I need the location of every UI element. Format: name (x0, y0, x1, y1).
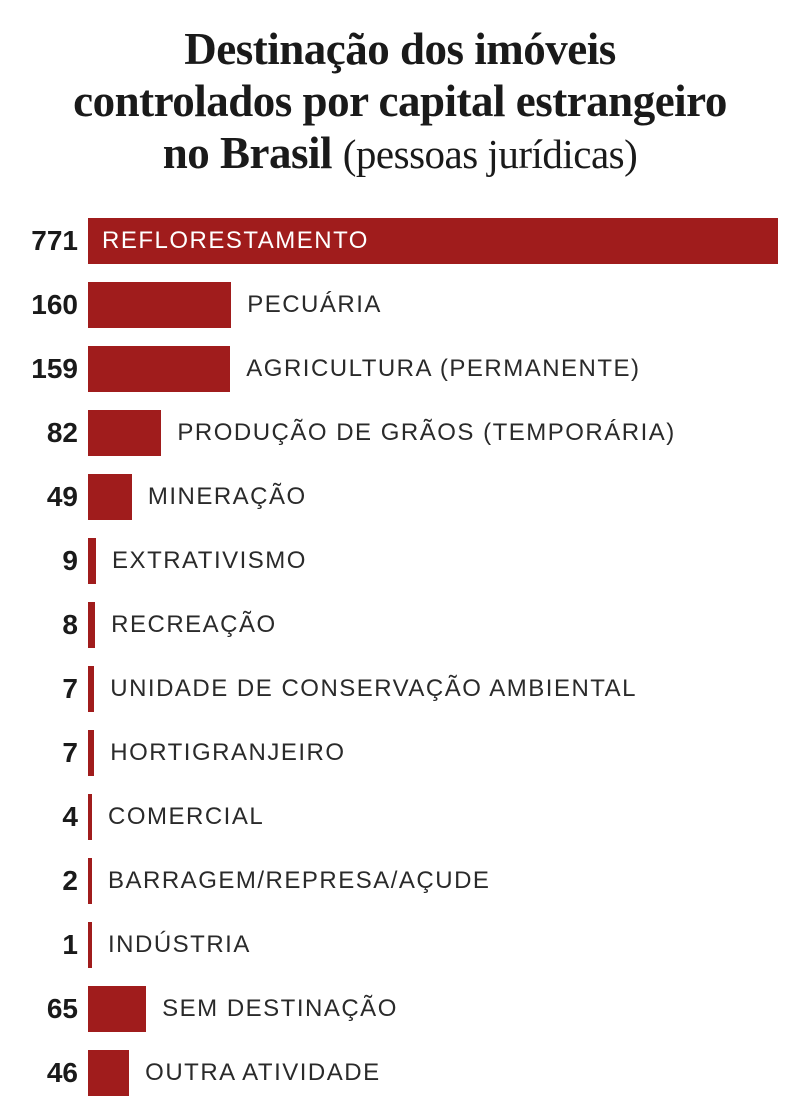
title-line3-paren: (pessoas jurídicas) (343, 131, 638, 177)
bar-row: 49 MINERAÇÃO (18, 465, 782, 529)
bar-value: 4 (18, 801, 88, 833)
bar (88, 538, 96, 584)
bar-label: OUTRA ATIVIDADE (145, 1059, 380, 1087)
bar-row: 7 UNIDADE DE CONSERVAÇÃO AMBIENTAL (18, 657, 782, 721)
bar-value: 8 (18, 609, 88, 641)
bar-value: 49 (18, 481, 88, 513)
bar-label: INDÚSTRIA (108, 931, 251, 959)
bar (88, 410, 161, 456)
bar-chart: 771REFLORESTAMENTO160PECUÁRIA159AGRICULT… (18, 209, 782, 1105)
bar-row: 2 BARRAGEM/REPRESA/AÇUDE (18, 849, 782, 913)
bar (88, 986, 146, 1032)
bar-value: 9 (18, 545, 88, 577)
bar-area: MINERAÇÃO (88, 474, 782, 520)
title-line3: no Brasil (pessoas jurídicas) (38, 128, 762, 180)
bar-area: PRODUÇÃO DE GRÃOS (TEMPORÁRIA) (88, 410, 782, 456)
bar-area: OUTRA ATIVIDADE (88, 1050, 782, 1096)
bar-area: RECREAÇÃO (88, 602, 782, 648)
bar (88, 858, 92, 904)
bar-row: 65 SEM DESTINAÇÃO (18, 977, 782, 1041)
bar-row: 82 PRODUÇÃO DE GRÃOS (TEMPORÁRIA) (18, 401, 782, 465)
bar-label: SEM DESTINAÇÃO (162, 995, 398, 1023)
chart-title: Destinação dos imóveis controlados por c… (18, 24, 782, 179)
bar-label: AGRICULTURA (PERMANENTE) (246, 355, 640, 383)
bar-area: INDÚSTRIA (88, 922, 782, 968)
bar-label: PRODUÇÃO DE GRÃOS (TEMPORÁRIA) (177, 419, 675, 447)
bar (88, 602, 95, 648)
bar-row: 4 COMERCIAL (18, 785, 782, 849)
bar-area: PECUÁRIA (88, 282, 782, 328)
bar-row: 8 RECREAÇÃO (18, 593, 782, 657)
bar-label: RECREAÇÃO (111, 611, 277, 639)
bar-value: 1 (18, 929, 88, 961)
bar-area: COMERCIAL (88, 794, 782, 840)
title-line3-bold: no Brasil (163, 128, 332, 178)
bar-label: PECUÁRIA (247, 291, 382, 319)
bar-area: SEM DESTINAÇÃO (88, 986, 782, 1032)
bar-label: BARRAGEM/REPRESA/AÇUDE (108, 867, 490, 895)
bar-label: MINERAÇÃO (148, 483, 307, 511)
bar-row: 7 HORTIGRANJEIRO (18, 721, 782, 785)
bar-row: 160 PECUÁRIA (18, 273, 782, 337)
bar-row: 9 EXTRATIVISMO (18, 529, 782, 593)
bar-area: UNIDADE DE CONSERVAÇÃO AMBIENTAL (88, 666, 782, 712)
bar-row: 46 OUTRA ATIVIDADE (18, 1041, 782, 1105)
bar-row: 771 REFLORESTAMENTO (18, 209, 782, 273)
bar-area: REFLORESTAMENTO (88, 218, 782, 264)
bar-area: EXTRATIVISMO (88, 538, 782, 584)
bar-area: HORTIGRANJEIRO (88, 730, 782, 776)
bar-area: AGRICULTURA (PERMANENTE) (88, 346, 782, 392)
bar (88, 794, 92, 840)
bar-label: COMERCIAL (108, 803, 264, 831)
title-line1: Destinação dos imóveis (38, 24, 762, 76)
bar-value: 82 (18, 417, 88, 449)
bar-area: BARRAGEM/REPRESA/AÇUDE (88, 858, 782, 904)
bar (88, 666, 94, 712)
bar-label: REFLORESTAMENTO (102, 227, 369, 255)
bar (88, 1050, 129, 1096)
bar-row: 159 AGRICULTURA (PERMANENTE) (18, 337, 782, 401)
bar-label: HORTIGRANJEIRO (110, 739, 345, 767)
bar-value: 65 (18, 993, 88, 1025)
bar-value: 159 (18, 353, 88, 385)
bar (88, 474, 132, 520)
bar-row: 1 INDÚSTRIA (18, 913, 782, 977)
bar-value: 7 (18, 673, 88, 705)
bar-label: EXTRATIVISMO (112, 547, 307, 575)
bar (88, 346, 230, 392)
bar (88, 922, 92, 968)
bar-label: UNIDADE DE CONSERVAÇÃO AMBIENTAL (110, 675, 637, 703)
bar-value: 771 (18, 225, 88, 257)
title-line2: controlados por capital estrangeiro (38, 76, 762, 128)
bar-value: 7 (18, 737, 88, 769)
bar-value: 160 (18, 289, 88, 321)
bar (88, 730, 94, 776)
bar (88, 282, 231, 328)
bar-value: 46 (18, 1057, 88, 1089)
bar-value: 2 (18, 865, 88, 897)
